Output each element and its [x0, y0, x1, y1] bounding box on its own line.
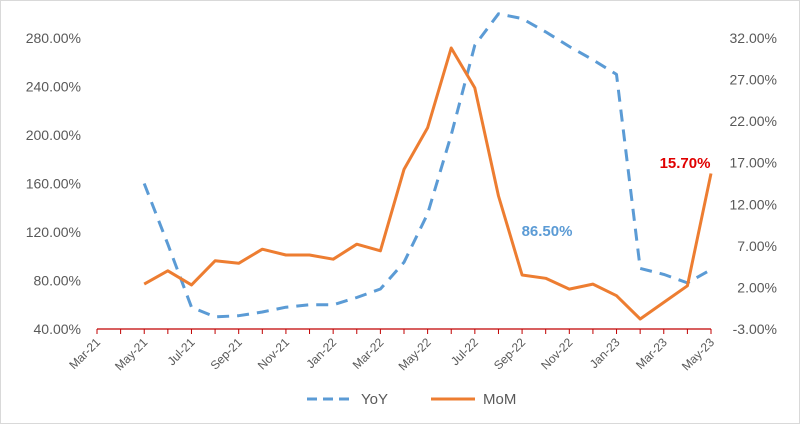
right-axis-tick-label: 22.00% — [730, 113, 777, 129]
x-axis-tick-label: Mar-21 — [66, 335, 103, 372]
x-axis-tick-label: May-23 — [679, 335, 717, 373]
left-axis-tick-label: 200.00% — [26, 127, 81, 143]
right-axis-tick-label: 32.00% — [730, 30, 777, 46]
right-axis-tick-label: 2.00% — [737, 279, 777, 295]
x-axis-tick-label: May-22 — [396, 335, 434, 373]
left-axis-tick-label: 80.00% — [34, 273, 81, 289]
series-line-mom — [143, 46, 713, 321]
left-axis-tick-label: 280.00% — [26, 30, 81, 46]
left-axis-tick-label: 160.00% — [26, 176, 81, 192]
x-axis-tick-label: Sep-22 — [491, 335, 528, 372]
series-layer — [142, 12, 713, 321]
series-line-yoy — [142, 12, 712, 319]
left-axis-ticks: 40.00% 80.00% 120.00% 160.00% 200.00% 240.00%… — [26, 30, 81, 337]
x-axis-tick-label: Sep-21 — [208, 335, 245, 372]
right-axis-tick-label: 12.00% — [730, 196, 777, 212]
x-axis: Mar-21 May-21 Jul-21 Sep-21 Nov-21 Jan-22 Mar-… — [66, 328, 717, 373]
x-axis-tick-label: Jan-23 — [587, 335, 623, 371]
right-axis-tick-label: 7.00% — [737, 238, 777, 254]
x-axis-tick-label: Nov-22 — [538, 335, 575, 372]
x-axis-tick-label: Mar-23 — [633, 335, 670, 372]
x-axis-tick-label: May-21 — [112, 335, 150, 373]
left-axis-tick-label: 120.00% — [26, 224, 81, 240]
right-axis-tick-label: 27.00% — [730, 72, 777, 88]
x-axis-tick-label: Jul-22 — [448, 335, 481, 368]
right-axis-tick-label: -3.00% — [733, 321, 777, 337]
legend-label-yoy: YoY — [361, 391, 388, 408]
legend-label-mom: MoM — [483, 391, 516, 408]
legend: YoY MoM — [307, 391, 516, 408]
right-axis-tick-label: 17.00% — [730, 155, 777, 171]
left-axis-tick-label: 40.00% — [34, 321, 81, 337]
annotation-layer: 86.50% 15.70% — [522, 155, 711, 240]
x-axis-tick-label: Nov-21 — [255, 335, 292, 372]
mom-annotation-label: 15.70% — [660, 155, 711, 172]
x-axis-tick-label: Mar-22 — [350, 335, 387, 372]
x-axis-tick-label: Jul-21 — [165, 335, 198, 368]
x-axis-tick-label: Jan-22 — [303, 335, 339, 371]
right-axis-ticks: -3.00% 2.00% 7.00% 12.00% 17.00% 22.00% 27.00%… — [730, 30, 777, 337]
left-axis-tick-label: 240.00% — [26, 79, 81, 95]
yoy-annotation-label: 86.50% — [522, 223, 573, 240]
